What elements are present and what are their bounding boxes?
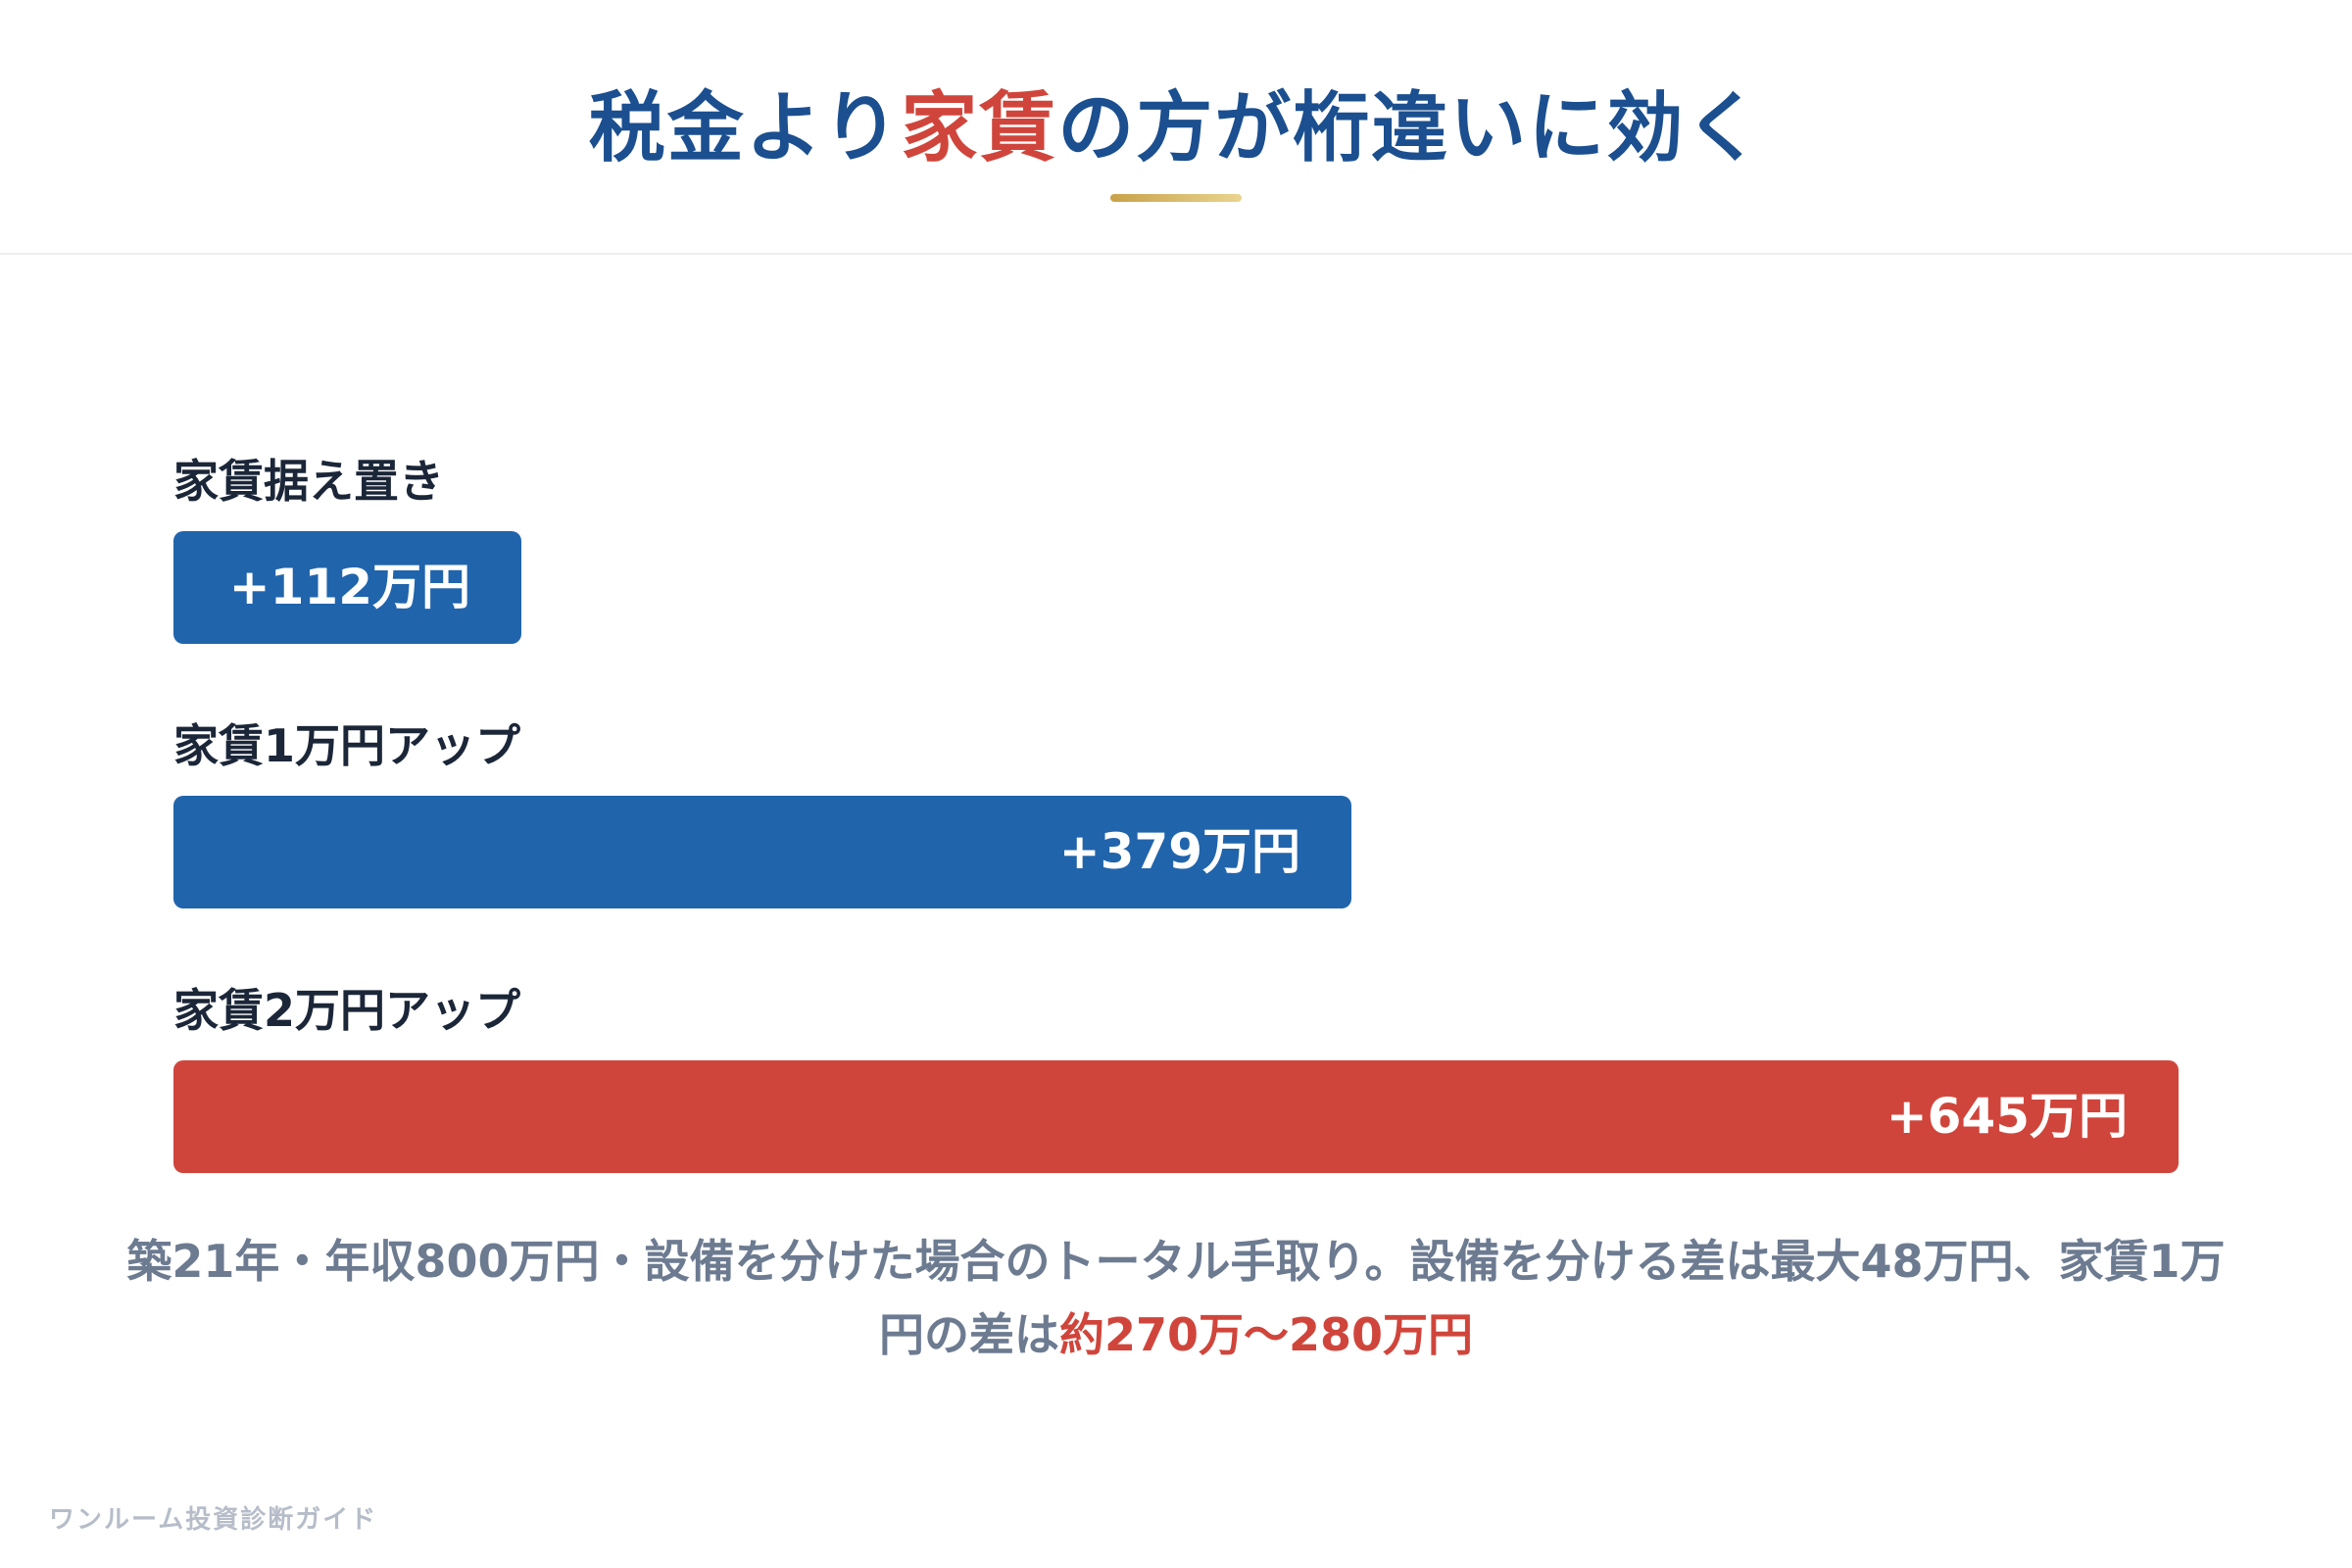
header: 税金より家賃の方が桁違いに効く [0,0,2352,255]
bar-label: 家賃1万円アップ [173,719,521,772]
bar-value-label: +645万円 [1886,1088,2128,1145]
bar-label: 家賃2万円アップ [173,984,521,1037]
title-underline [1110,194,1242,202]
caption-highlight: 約270万〜280万円 [1058,1308,1474,1361]
bar: +112万円 [173,531,521,644]
title-prefix: 税金より [588,84,902,172]
bar: +645万円 [173,1060,2179,1173]
bar: +379万円 [173,796,1351,908]
chart-caption: 築21年・年収800万円・設備を分けた場合のトータル手取り。設備を分ける差は最大… [118,1225,2234,1372]
bar-label: 家賃据え置き [173,455,444,508]
footer-brand: ワンルーム投資診断ガイド [49,1505,378,1535]
bar-value-label: +379万円 [1058,823,1300,880]
title-accent: 家賃 [901,84,1058,172]
bar-value-label: +112万円 [228,559,470,615]
title-suffix: の方が桁違いに効く [1057,84,1764,172]
caption-text: 築21年・年収800万円・設備を分けた場合のトータル手取り。設備を分ける差は最大… [126,1235,2226,1361]
page-title: 税金より家賃の方が桁違いに効く [0,67,2352,176]
